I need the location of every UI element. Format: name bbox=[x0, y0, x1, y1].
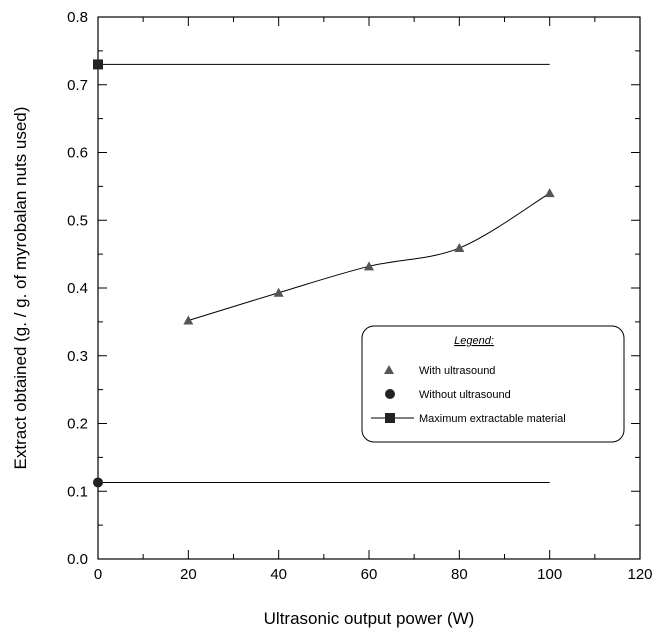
legend-box bbox=[361, 325, 625, 443]
x-tick-label: 120 bbox=[627, 566, 652, 583]
with-ultrasound-point bbox=[454, 243, 465, 253]
x-axis-title: Ultrasonic output power (W) bbox=[264, 609, 475, 628]
y-tick-label: 0.3 bbox=[67, 348, 88, 365]
y-tick-label: 0.0 bbox=[67, 551, 88, 568]
x-tick-label: 0 bbox=[94, 566, 102, 583]
y-tick-label: 0.1 bbox=[67, 483, 88, 500]
y-tick-label: 0.6 bbox=[67, 145, 88, 162]
y-tick-label: 0.5 bbox=[67, 212, 88, 229]
x-tick-label: 20 bbox=[180, 566, 197, 583]
y-tick-label: 0.7 bbox=[67, 77, 88, 94]
x-tick-label: 60 bbox=[361, 566, 378, 583]
with-ultrasound-point bbox=[183, 315, 194, 325]
legend-title: Legend: bbox=[454, 335, 494, 347]
y-tick-label: 0.2 bbox=[67, 416, 88, 433]
y-tick-label: 0.4 bbox=[67, 280, 88, 297]
x-tick-label: 40 bbox=[270, 566, 287, 583]
legend-marker-without-ultrasound bbox=[385, 389, 395, 399]
legend: Legend: With ultrasound Without ultrasou… bbox=[361, 325, 625, 443]
plot-area bbox=[97, 16, 641, 560]
marks-layer bbox=[93, 59, 555, 488]
legend-marker-with-ultrasound bbox=[384, 365, 394, 374]
maximum-extractable-material-point bbox=[93, 59, 103, 70]
legend-label-without-ultrasound: Without ultrasound bbox=[419, 389, 511, 401]
legend-label-maximum: Maximum extractable material bbox=[419, 413, 566, 425]
without-ultrasound-point bbox=[93, 477, 103, 488]
with-ultrasound-point bbox=[364, 261, 374, 271]
with-ultrasound-point bbox=[544, 188, 555, 198]
x-tick-label: 100 bbox=[537, 566, 562, 583]
legend-label-with-ultrasound: With ultrasound bbox=[419, 365, 495, 377]
with-ultrasound-fit-curve bbox=[188, 192, 550, 321]
x-tick-label: 80 bbox=[451, 566, 468, 583]
y-axis-title: Extract obtained (g. / g. of myrobalan n… bbox=[11, 107, 30, 470]
legend-marker-maximum bbox=[385, 413, 395, 423]
with-ultrasound-point bbox=[273, 287, 284, 297]
ticks-layer: 0 20 40 60 80 100 120 0.0 0.1 0.2 0.3 0.4 0.5 0.6 0.7 0… bbox=[67, 9, 652, 583]
y-tick-label: 0.8 bbox=[67, 9, 88, 26]
